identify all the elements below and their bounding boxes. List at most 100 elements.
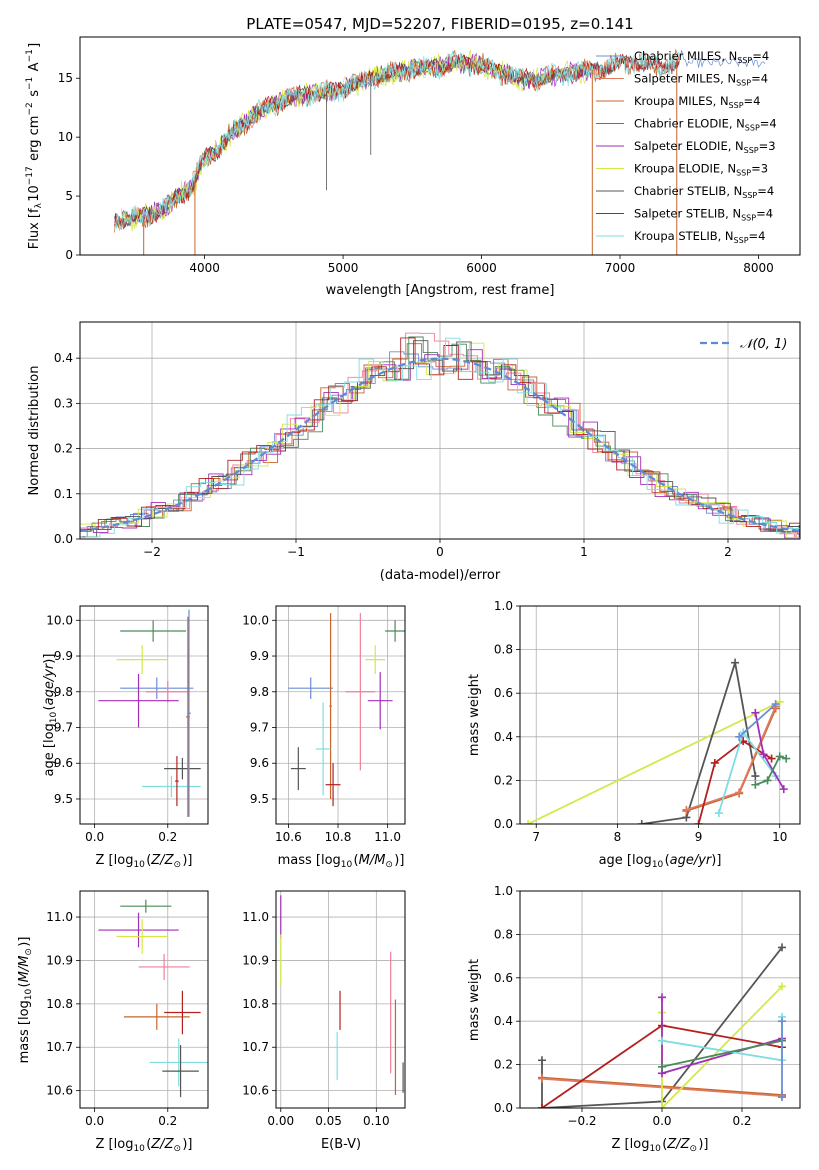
y-axis-label: mass weight: [467, 959, 482, 1041]
plot-area: [114, 48, 766, 255]
x-axis-label: Z [log10 (Z/Z⊙ )]: [612, 1137, 709, 1154]
series-marker: [751, 772, 760, 781]
axes-mw_vs_Z: −0.2 0.0 0.2 0.0 0.2 0.4 0.6 0.8 1.0 Z [log10 (Z/…: [467, 884, 801, 1154]
y-tick-label: 0.2: [494, 1058, 513, 1072]
x-tick-label: 0.2: [732, 1114, 751, 1128]
x-axis-label: E(B-V): [321, 1137, 361, 1152]
series-line: [661, 1039, 783, 1068]
series-marker: [771, 700, 780, 709]
series-marker: [751, 708, 760, 717]
histogram-step: [80, 349, 800, 539]
axes-residuals: −2 −1 0 1 2 0.0 0.1 0.2 0.3 0.4 (data-model)/error…: [27, 321, 801, 583]
spectrum-line: [121, 49, 592, 232]
plot-area: [280, 895, 404, 1095]
y-tick-label: 10.8: [242, 997, 269, 1011]
y-tick-label: 0.0: [54, 532, 73, 546]
series-marker: [524, 820, 533, 824]
series-line: [527, 701, 781, 824]
series-marker: [735, 788, 744, 797]
histogram-step: [80, 336, 800, 535]
y-tick-label: 10.6: [46, 1084, 73, 1098]
series-marker: [778, 1017, 786, 1026]
x-axis-label: Z [log10 (Z/Z⊙ )]: [96, 1137, 193, 1154]
y-axis-label: age [log10 (age/yr)]: [42, 654, 59, 777]
x-tick-label: 10.8: [325, 830, 352, 844]
x-tick-label: 0.0: [85, 1114, 104, 1128]
x-tick-label: 11.0: [374, 830, 401, 844]
series-marker: [658, 1036, 666, 1045]
plot-area: [98, 899, 208, 1098]
y-axis-label: mass [log10 (M/M⊙ )]: [17, 937, 34, 1064]
figure-title: PLATE=0547, MJD=52207, FIBERID=0195, z=0…: [246, 15, 633, 33]
series-marker: [731, 658, 740, 667]
series-marker: [658, 1062, 666, 1071]
plot-area: [98, 609, 201, 817]
series-marker: [682, 805, 691, 814]
legend-label: Kroupa ELODIE, NSSP=3: [634, 162, 768, 178]
series-marker: [735, 732, 744, 741]
axes-frame: [519, 605, 801, 825]
x-tick-label: 4000: [189, 261, 220, 275]
x-tick-label: 8: [614, 830, 622, 844]
y-tick-label: 0.1: [54, 487, 73, 501]
x-axis-label: (data-model)/error: [380, 568, 501, 583]
gaussian-curve: [80, 357, 800, 533]
histogram-step: [85, 337, 800, 538]
series-marker: [775, 697, 784, 706]
series-marker: [538, 1104, 546, 1108]
series-marker: [710, 758, 719, 767]
y-tick-label: 9.7: [54, 721, 73, 735]
y-tick-label: 9.8: [54, 685, 73, 699]
x-axis-label: mass [log10 (M/M⊙ )]: [278, 853, 405, 870]
y-tick-label: 9.5: [250, 792, 269, 806]
axes-frame: [79, 36, 801, 256]
x-tick-label: 0.0: [652, 1114, 671, 1128]
series-marker: [637, 820, 646, 824]
x-tick-label: 0.10: [363, 1114, 390, 1128]
legend-label: Chabrier ELODIE, NSSP=4: [634, 117, 777, 133]
y-tick-label: 9.6: [54, 756, 73, 770]
series-line: [697, 740, 773, 824]
x-axis-label: Z [log10 (Z/Z⊙ )]: [96, 853, 193, 870]
x-axis-label: age [log10 (age/yr)]: [599, 853, 722, 870]
series-marker: [538, 1074, 546, 1083]
x-tick-label: 0.00: [267, 1114, 294, 1128]
y-tick-label: 5: [65, 189, 73, 203]
axes-mw_vs_age: 7 8 9 10 0.0 0.2 0.4 0.6 0.8 1.0 age [log10 (age/y…: [467, 599, 801, 870]
series-marker: [778, 1093, 786, 1102]
plot-area: [524, 658, 791, 824]
plot-area: [538, 943, 786, 1108]
y-tick-label: 10.6: [242, 1084, 269, 1098]
axes-mass_vs_Z: 0.0 0.2 10.6 10.7 10.8 10.9 11.0 Z [log10 (Z/Z⊙…: [17, 890, 209, 1154]
series-marker: [694, 820, 703, 824]
x-tick-label: 2: [724, 545, 732, 559]
histogram-step: [80, 342, 800, 539]
series-marker: [751, 780, 760, 789]
x-axis-label: wavelength [Angstrom, rest frame]: [326, 283, 555, 298]
axes-frame: [275, 605, 406, 825]
y-tick-label: 0.3: [54, 396, 73, 410]
legend-label: Salpeter STELIB, NSSP=4: [634, 207, 773, 223]
y-axis-label: Flux [fλ 10−17 erg cm−2 s−1 A−1 ]: [25, 43, 44, 249]
y-tick-label: 0.4: [494, 1014, 513, 1028]
y-tick-label: 10: [58, 130, 73, 144]
x-tick-label: −1: [287, 545, 305, 559]
series-line: [641, 662, 757, 824]
x-tick-label: 0: [436, 545, 444, 559]
x-tick-label: 10.6: [275, 830, 302, 844]
y-tick-label: 1.0: [494, 599, 513, 613]
x-tick-label: 6000: [466, 261, 497, 275]
series-marker: [779, 785, 788, 794]
plot-area: [80, 332, 800, 539]
x-tick-label: 5000: [328, 261, 359, 275]
x-tick-label: 8000: [743, 261, 774, 275]
x-tick-label: −2: [143, 545, 161, 559]
series-line: [661, 997, 783, 1075]
legend-label: Chabrier STELIB, NSSP=4: [634, 184, 774, 200]
spectrum-line: [114, 54, 680, 230]
y-tick-label: 11.0: [242, 910, 269, 924]
axes-frame: [79, 605, 209, 825]
legend-label: Salpeter ELODIE, NSSP=3: [634, 139, 776, 155]
x-tick-label: 0.05: [315, 1114, 342, 1128]
